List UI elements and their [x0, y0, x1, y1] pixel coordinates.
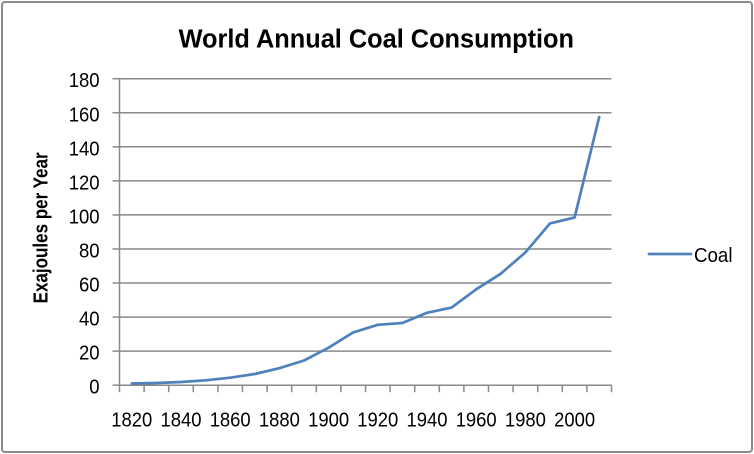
svg-text:120: 120 — [69, 172, 100, 194]
svg-text:60: 60 — [79, 275, 100, 297]
svg-text:0: 0 — [89, 377, 99, 399]
svg-text:1960: 1960 — [456, 410, 497, 432]
svg-text:Exajoules per Year: Exajoules per Year — [31, 152, 53, 303]
svg-text:1880: 1880 — [259, 410, 300, 432]
svg-text:1980: 1980 — [505, 410, 546, 432]
svg-text:Coal: Coal — [694, 245, 733, 267]
svg-text:1940: 1940 — [407, 410, 448, 432]
svg-text:1860: 1860 — [210, 410, 251, 432]
svg-text:1920: 1920 — [357, 410, 398, 432]
svg-text:World Annual Coal Consumption: World Annual Coal Consumption — [179, 25, 574, 53]
svg-text:1820: 1820 — [111, 410, 152, 432]
svg-text:140: 140 — [69, 138, 100, 160]
svg-text:80: 80 — [79, 240, 100, 262]
svg-text:40: 40 — [79, 309, 100, 331]
svg-text:2000: 2000 — [554, 410, 595, 432]
svg-text:1840: 1840 — [161, 410, 202, 432]
svg-text:20: 20 — [79, 343, 100, 365]
svg-text:180: 180 — [69, 70, 100, 92]
svg-text:1900: 1900 — [308, 410, 349, 432]
svg-text:160: 160 — [69, 104, 100, 126]
svg-text:100: 100 — [69, 206, 100, 228]
